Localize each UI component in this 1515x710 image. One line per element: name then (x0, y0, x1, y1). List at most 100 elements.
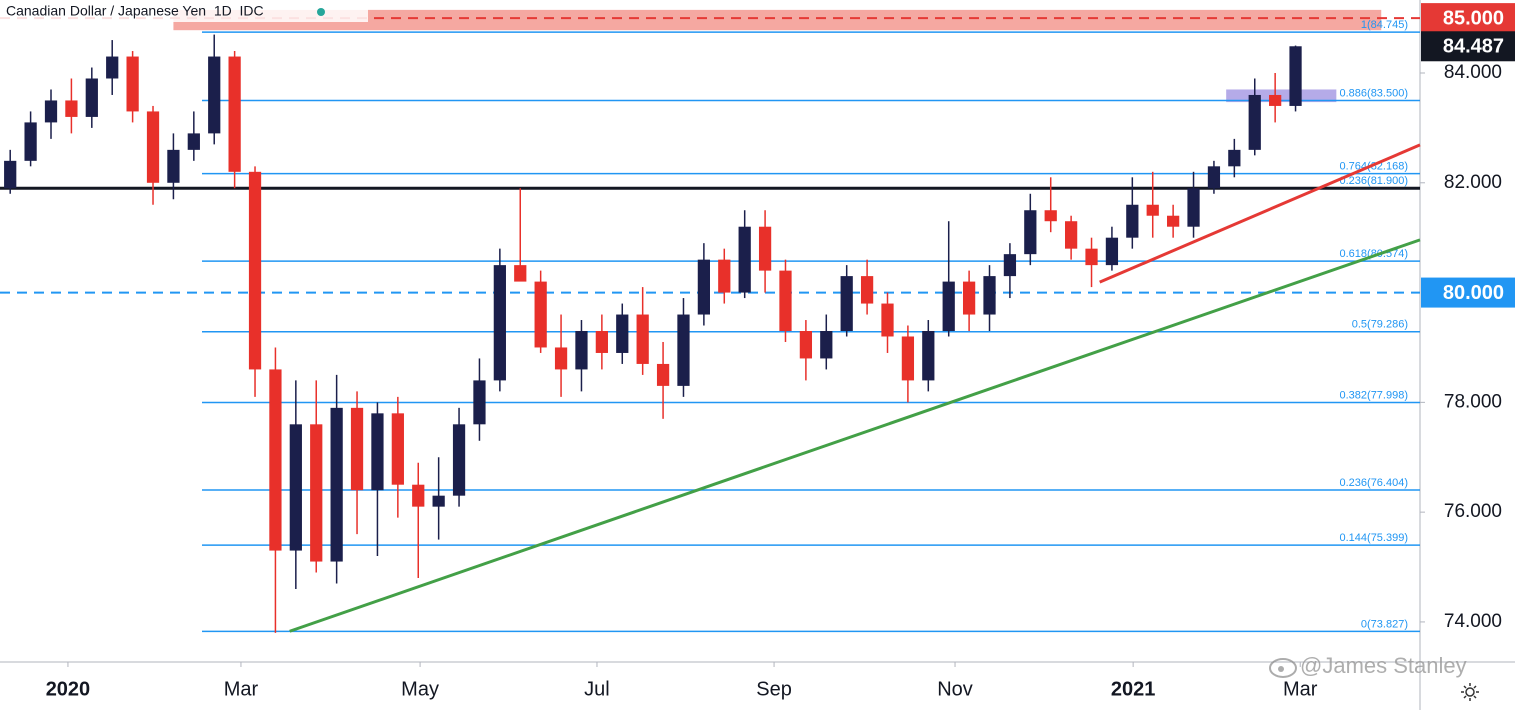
price-tag-label: 84.487 (1443, 36, 1504, 58)
candle-body (758, 226, 772, 271)
candle-body (126, 56, 139, 112)
trendline (1099, 143, 1421, 284)
candle-body (881, 303, 894, 337)
candle-body (799, 331, 813, 359)
candle-body (1126, 204, 1139, 238)
trendline (289, 238, 1421, 633)
candle-body (248, 171, 262, 370)
candle-body (24, 122, 37, 161)
candle-body (820, 331, 833, 359)
x-tick-label: Mar (1283, 678, 1318, 700)
candle-body (330, 407, 343, 562)
candle-body (942, 281, 955, 331)
candle-body (289, 424, 302, 551)
candle-body (1065, 221, 1078, 249)
candle-body (269, 369, 282, 551)
candle-body (1207, 166, 1221, 189)
candle-body (187, 133, 200, 150)
candle-body (677, 314, 690, 386)
candle-body (452, 424, 466, 496)
candle-body (1003, 254, 1017, 277)
candle-body (697, 259, 710, 315)
candle-body (922, 331, 935, 381)
candle-body (65, 100, 78, 117)
title-bg (0, 2, 368, 22)
y-tick-label: 76.000 (1444, 501, 1502, 522)
price-tag (1421, 31, 1515, 62)
candle-body (962, 281, 976, 315)
price-tag (1421, 277, 1515, 308)
candle-body (840, 276, 853, 331)
fib-label: 0.886(83.500) (1340, 87, 1409, 99)
status-dot (317, 8, 325, 16)
price-tag-label: 85.000 (1443, 7, 1504, 29)
candle-body (636, 314, 649, 364)
watermark-icon (1269, 658, 1297, 678)
fib-label: 1(84.745) (1361, 19, 1408, 31)
candle-body (1248, 94, 1261, 150)
fib-label: 0.618(80.574) (1340, 248, 1409, 260)
price-tag-label: 80.000 (1443, 282, 1504, 304)
y-tick-label: 78.000 (1444, 391, 1502, 412)
candle-body (595, 331, 608, 353)
candle-body (167, 149, 180, 183)
candle-body (473, 380, 486, 425)
candle-body (4, 160, 17, 189)
plot-area: 1(84.745) 0.886(83.500) 0.764(82.168) 0.236… (0, 9, 1421, 633)
candle-body (44, 100, 58, 123)
candle-body (514, 265, 527, 282)
fib-label: 0.5(79.286) (1352, 319, 1408, 331)
y-tick-label: 82.000 (1444, 172, 1502, 193)
candle-body (493, 265, 506, 381)
candle-body (1269, 94, 1282, 106)
fib-label: 0.382(77.998) (1340, 389, 1409, 401)
candle-body (575, 331, 588, 370)
y-tick-label: 74.000 (1444, 611, 1502, 632)
candle-body (901, 336, 915, 381)
candle-body (1105, 237, 1119, 266)
chart-title: Canadian Dollar / Japanese Yen 1D IDC (6, 3, 264, 19)
candle-body (432, 495, 445, 507)
candle-body (1167, 215, 1180, 227)
candle-body (1289, 46, 1302, 106)
fib-label: 0(73.827) (1361, 618, 1408, 630)
candle-body (860, 276, 874, 304)
candle-body (228, 56, 241, 172)
candle-body (656, 363, 670, 386)
x-tick-label: Nov (937, 678, 973, 700)
settings-icon[interactable] (1461, 683, 1479, 701)
fib-label: 0.236(76.404) (1340, 477, 1409, 489)
fib-label: 0.764(82.168) (1340, 160, 1409, 172)
candle-body (85, 78, 98, 117)
x-tick-label: Sep (756, 678, 792, 700)
candle-body (1085, 248, 1098, 266)
candle-body (106, 56, 119, 79)
candle-body (350, 407, 364, 491)
candle-body (1187, 188, 1200, 227)
x-tick-label: Mar (224, 678, 259, 700)
x-tick-label: Jul (584, 678, 610, 700)
candle-body (1024, 210, 1037, 255)
watermark: @James Stanley (1300, 653, 1467, 678)
zone (173, 9, 1382, 31)
price-tag (1421, 3, 1515, 34)
candle-body (1146, 204, 1159, 216)
candle-body (738, 226, 751, 293)
candle-body (310, 424, 323, 562)
candle-body (208, 56, 221, 134)
candle-body (1044, 210, 1057, 222)
y-tick-label: 84.000 (1444, 62, 1502, 83)
candle-body (616, 314, 629, 353)
candle-body (554, 347, 568, 370)
fib-label: 0.144(75.399) (1340, 532, 1409, 544)
candle-body (534, 281, 547, 348)
candle-body (983, 276, 996, 315)
fib-label: 0.236(81.900) (1340, 175, 1409, 187)
x-tick-label: 2020 (46, 678, 91, 700)
x-tick-label: 2021 (1111, 678, 1156, 700)
candle-body (1228, 149, 1241, 167)
candle-body (146, 111, 160, 183)
candle-body (412, 484, 425, 507)
